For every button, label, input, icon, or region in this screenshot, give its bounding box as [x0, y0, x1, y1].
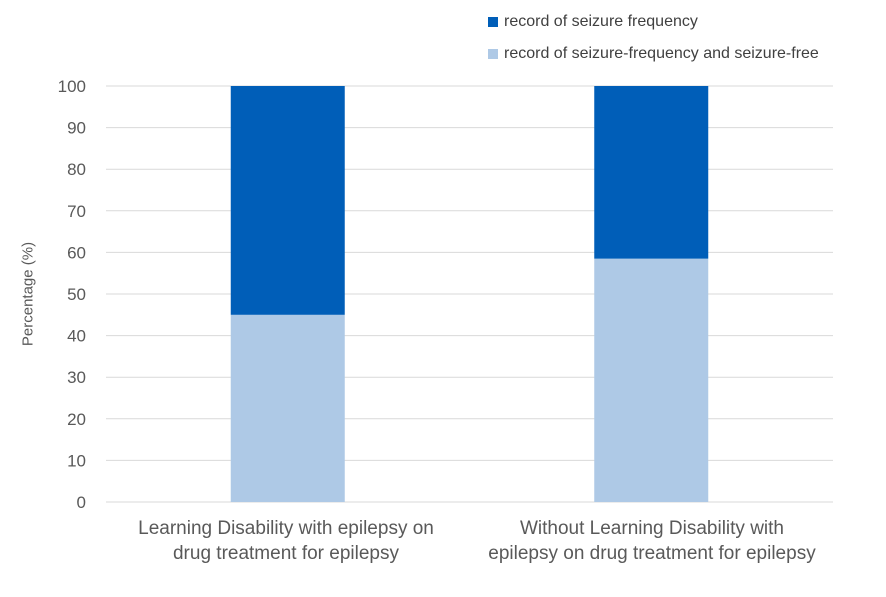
legend-item-seizure-free: record of seizure-frequency and seizure-… [488, 44, 819, 64]
bar-segment-0-series-0 [230, 314, 345, 502]
bar-segment-0-series-1 [230, 86, 345, 315]
y-tick-label-20: 20 [67, 410, 86, 429]
y-tick-label-80: 80 [67, 160, 86, 179]
y-tick-label-60: 60 [67, 243, 86, 262]
y-tick-label-30: 30 [67, 368, 86, 387]
y-tick-label-50: 50 [67, 285, 86, 304]
legend-swatch-seizure-frequency [488, 17, 498, 27]
bar-segment-1-series-0 [594, 258, 709, 502]
x-category-label-1-line-1: Without Learning Disability with [519, 518, 784, 539]
legend-item-seizure-frequency: record of seizure frequency [488, 12, 819, 32]
y-tick-label-0: 0 [77, 493, 86, 512]
y-tick-label-10: 10 [67, 451, 86, 470]
x-category-label-0-line-1: Learning Disability with epilepsy on [138, 518, 434, 539]
x-category-label-1-line-2: epilepsy on drug treatment for epilepsy [488, 543, 816, 564]
y-tick-label-100: 100 [58, 77, 86, 96]
x-category-label-0-line-2: drug treatment for epilepsy [172, 543, 399, 564]
legend-label-seizure-frequency: record of seizure frequency [504, 13, 698, 30]
y-tick-label-70: 70 [67, 202, 86, 221]
legend-label-seizure-free: record of seizure-frequency and seizure-… [504, 45, 819, 62]
chart-legend: record of seizure frequency record of se… [488, 12, 819, 76]
x-category-label-1: Without Learning Disability with epileps… [472, 516, 832, 566]
y-axis-label: Percentage (%) [19, 241, 37, 347]
y-tick-label-40: 40 [67, 327, 86, 346]
y-tick-label-90: 90 [67, 119, 86, 138]
bar-segment-1-series-1 [594, 86, 709, 259]
x-category-label-0: Learning Disability with epilepsy on dru… [106, 516, 466, 566]
legend-swatch-seizure-free [488, 49, 498, 59]
